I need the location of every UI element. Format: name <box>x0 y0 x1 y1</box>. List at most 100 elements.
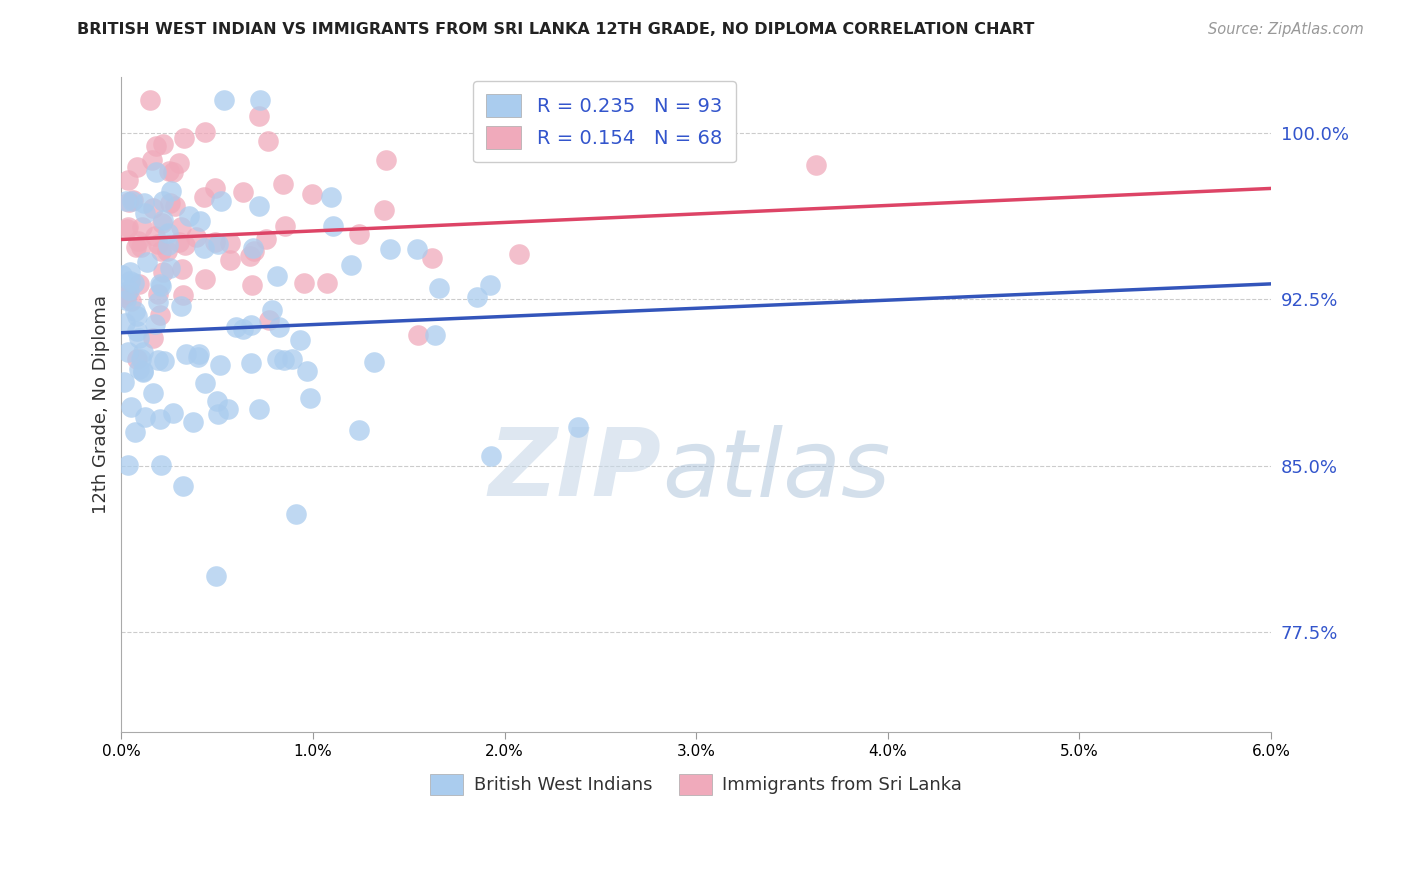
Point <box>132 364 155 378</box>
Point <box>170 299 193 313</box>
Point <box>170 220 193 235</box>
Point <box>152 354 174 368</box>
Point <box>340 258 363 272</box>
Point <box>169 155 191 169</box>
Point <box>115 222 138 236</box>
Point <box>193 241 215 255</box>
Point <box>127 324 149 338</box>
Point <box>172 479 194 493</box>
Legend: British West Indians, Immigrants from Sri Lanka: British West Indians, Immigrants from Sr… <box>423 766 970 802</box>
Point <box>146 353 169 368</box>
Point <box>156 237 179 252</box>
Point <box>117 283 139 297</box>
Point <box>145 138 167 153</box>
Point <box>122 193 145 207</box>
Point <box>114 290 136 304</box>
Point <box>806 158 828 172</box>
Point <box>427 280 450 294</box>
Point <box>193 190 215 204</box>
Point <box>118 273 141 287</box>
Point <box>120 293 142 308</box>
Text: Source: ZipAtlas.com: Source: ZipAtlas.com <box>1208 22 1364 37</box>
Point <box>420 252 443 266</box>
Point <box>149 279 172 293</box>
Point <box>273 353 295 368</box>
Point <box>115 194 138 209</box>
Point <box>274 219 297 233</box>
Point <box>142 331 165 345</box>
Point <box>117 220 139 235</box>
Point <box>247 199 270 213</box>
Point <box>292 277 315 291</box>
Point <box>143 317 166 331</box>
Point <box>508 247 530 261</box>
Point <box>117 458 139 472</box>
Point <box>156 244 179 258</box>
Point <box>117 173 139 187</box>
Point <box>146 286 169 301</box>
Point <box>423 327 446 342</box>
Point <box>139 93 162 107</box>
Point <box>262 302 284 317</box>
Point <box>205 569 228 583</box>
Point <box>217 401 239 416</box>
Point <box>271 177 294 191</box>
Point <box>207 237 229 252</box>
Point <box>115 287 138 301</box>
Point <box>141 153 163 168</box>
Point <box>170 262 193 277</box>
Point <box>124 276 146 290</box>
Point <box>125 352 148 367</box>
Point <box>267 319 290 334</box>
Point <box>121 194 143 209</box>
Point <box>159 260 181 275</box>
Point <box>479 449 502 463</box>
Point <box>284 507 307 521</box>
Point <box>118 194 141 209</box>
Point <box>406 328 429 343</box>
Point <box>131 344 153 359</box>
Point <box>149 308 172 322</box>
Point <box>240 318 263 333</box>
Point <box>142 201 165 215</box>
Point <box>129 351 152 366</box>
Point <box>298 391 321 405</box>
Point <box>247 402 270 417</box>
Point <box>194 272 217 286</box>
Point <box>188 214 211 228</box>
Point <box>363 355 385 369</box>
Point <box>125 240 148 254</box>
Point <box>204 181 226 195</box>
Point <box>315 276 337 290</box>
Point <box>173 131 195 145</box>
Point <box>301 186 323 201</box>
Point <box>207 393 229 408</box>
Point <box>128 330 150 344</box>
Point <box>240 278 263 293</box>
Point <box>184 230 207 244</box>
Point <box>567 420 589 434</box>
Point <box>165 199 187 213</box>
Text: BRITISH WEST INDIAN VS IMMIGRANTS FROM SRI LANKA 12TH GRADE, NO DIPLOMA CORRELAT: BRITISH WEST INDIAN VS IMMIGRANTS FROM S… <box>77 22 1035 37</box>
Point <box>142 385 165 400</box>
Point <box>465 290 488 304</box>
Point <box>152 194 174 208</box>
Point <box>257 135 280 149</box>
Point <box>214 93 236 107</box>
Point <box>239 356 262 370</box>
Point <box>120 400 142 414</box>
Point <box>193 125 215 139</box>
Point <box>160 184 183 198</box>
Point <box>132 365 155 379</box>
Point <box>174 347 197 361</box>
Point <box>127 160 149 174</box>
Point <box>128 362 150 376</box>
Point <box>288 333 311 347</box>
Point <box>177 210 200 224</box>
Point <box>162 406 184 420</box>
Point <box>162 164 184 178</box>
Point <box>194 376 217 390</box>
Point <box>208 359 231 373</box>
Point <box>218 236 240 251</box>
Point <box>152 264 174 278</box>
